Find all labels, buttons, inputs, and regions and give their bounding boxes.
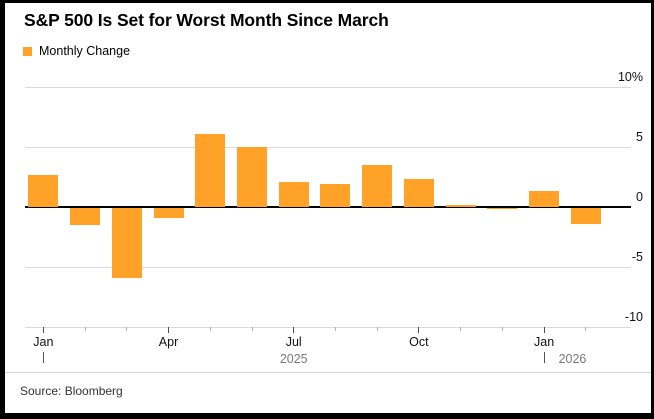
bar: [278, 181, 309, 207]
gridline: [25, 327, 631, 328]
gridline: [25, 87, 631, 88]
footer-divider: [0, 372, 654, 373]
x-tick: [42, 327, 44, 333]
x-tick: [334, 327, 336, 331]
bar: [445, 204, 476, 207]
bar: [111, 208, 142, 278]
year-divider: [42, 352, 44, 363]
x-tick-label: Jan: [534, 335, 555, 349]
bar: [320, 184, 351, 207]
bar: [362, 165, 393, 207]
x-tick: [585, 327, 587, 331]
bar: [487, 208, 518, 210]
legend-swatch-icon: [23, 46, 32, 56]
x-tick-label: Apr: [158, 335, 179, 349]
zero-line: [25, 206, 631, 208]
year-label: 2025: [279, 352, 308, 366]
x-tick: [293, 327, 295, 333]
x-tick: [251, 327, 253, 331]
y-tick-label: 5: [636, 130, 643, 144]
frame-border-right: [651, 0, 654, 419]
frame-border-left: [0, 0, 5, 419]
source-note: Source: Bloomberg: [20, 384, 123, 398]
x-tick: [501, 327, 503, 331]
frame-border-bottom: [0, 413, 654, 419]
x-tick: [460, 327, 462, 331]
chart-title: S&P 500 Is Set for Worst Month Since Mar…: [24, 10, 389, 30]
bar: [237, 147, 267, 207]
y-tick-label: 10%: [617, 70, 643, 84]
x-tick: [376, 327, 378, 331]
frame-border-top: [0, 0, 654, 3]
plot-area: [25, 87, 631, 328]
x-tick: [168, 327, 170, 333]
year-divider: [543, 352, 545, 363]
bar: [153, 208, 184, 218]
y-tick-label: -10: [624, 310, 643, 324]
bar: [403, 179, 434, 207]
bar: [195, 133, 226, 207]
legend: Monthly Change: [23, 44, 130, 58]
y-tick-label: -5: [631, 250, 643, 264]
gridline: [25, 267, 631, 268]
bar: [529, 191, 560, 207]
x-tick-label: Jan: [33, 335, 54, 349]
x-tick: [543, 327, 545, 333]
x-tick: [209, 327, 211, 331]
legend-label: Monthly Change: [39, 44, 131, 58]
bar: [28, 174, 59, 207]
bar: [570, 208, 601, 224]
year-label: 2026: [558, 352, 587, 366]
gridline: [25, 147, 631, 148]
bar: [70, 208, 101, 225]
x-tick: [418, 327, 420, 333]
x-tick-label: Jul: [285, 335, 302, 349]
y-tick-label: 0: [636, 190, 643, 204]
x-tick: [126, 327, 128, 331]
x-tick: [84, 327, 86, 331]
x-tick-label: Oct: [409, 335, 429, 349]
